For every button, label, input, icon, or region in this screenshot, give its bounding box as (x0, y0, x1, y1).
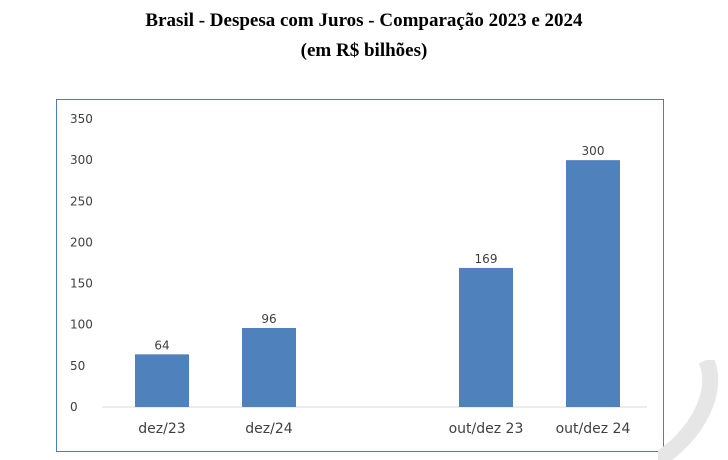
bars (135, 160, 620, 407)
chart-title: Brasil - Despesa com Juros - Comparação … (145, 10, 583, 31)
decorative-arc (658, 360, 719, 460)
data-label: 96 (261, 312, 276, 326)
y-tick-label: 50 (70, 359, 85, 373)
bar (242, 328, 296, 407)
x-tick-label: out/dez 23 (449, 421, 524, 437)
x-axis: dez/23 dez/24 out/dez 23 out/dez 24 (138, 421, 630, 437)
bar (135, 354, 189, 407)
y-tick-label: 100 (70, 318, 93, 332)
chart-frame: 0 50 100 150 200 250 300 350 64 96 169 300 dez/23 d… (56, 99, 664, 452)
y-axis: 0 50 100 150 200 250 300 350 (70, 112, 93, 414)
y-tick-label: 250 (70, 194, 93, 208)
bar (459, 267, 513, 407)
y-tick-label: 300 (70, 153, 93, 167)
x-tick-label: dez/24 (245, 421, 292, 437)
data-labels: 64 96 169 300 (154, 144, 604, 352)
x-tick-label: out/dez 24 (556, 421, 631, 437)
x-tick-label: dez/23 (138, 421, 185, 437)
data-label: 64 (154, 338, 169, 352)
y-tick-label: 150 (70, 277, 93, 291)
data-label: 169 (475, 252, 498, 266)
chart-subtitle: (em R$ bilhões) (300, 40, 428, 61)
bar (566, 160, 620, 407)
data-label: 300 (582, 144, 605, 158)
y-tick-label: 0 (70, 400, 78, 414)
y-tick-label: 200 (70, 235, 93, 249)
y-tick-label: 350 (70, 112, 93, 126)
